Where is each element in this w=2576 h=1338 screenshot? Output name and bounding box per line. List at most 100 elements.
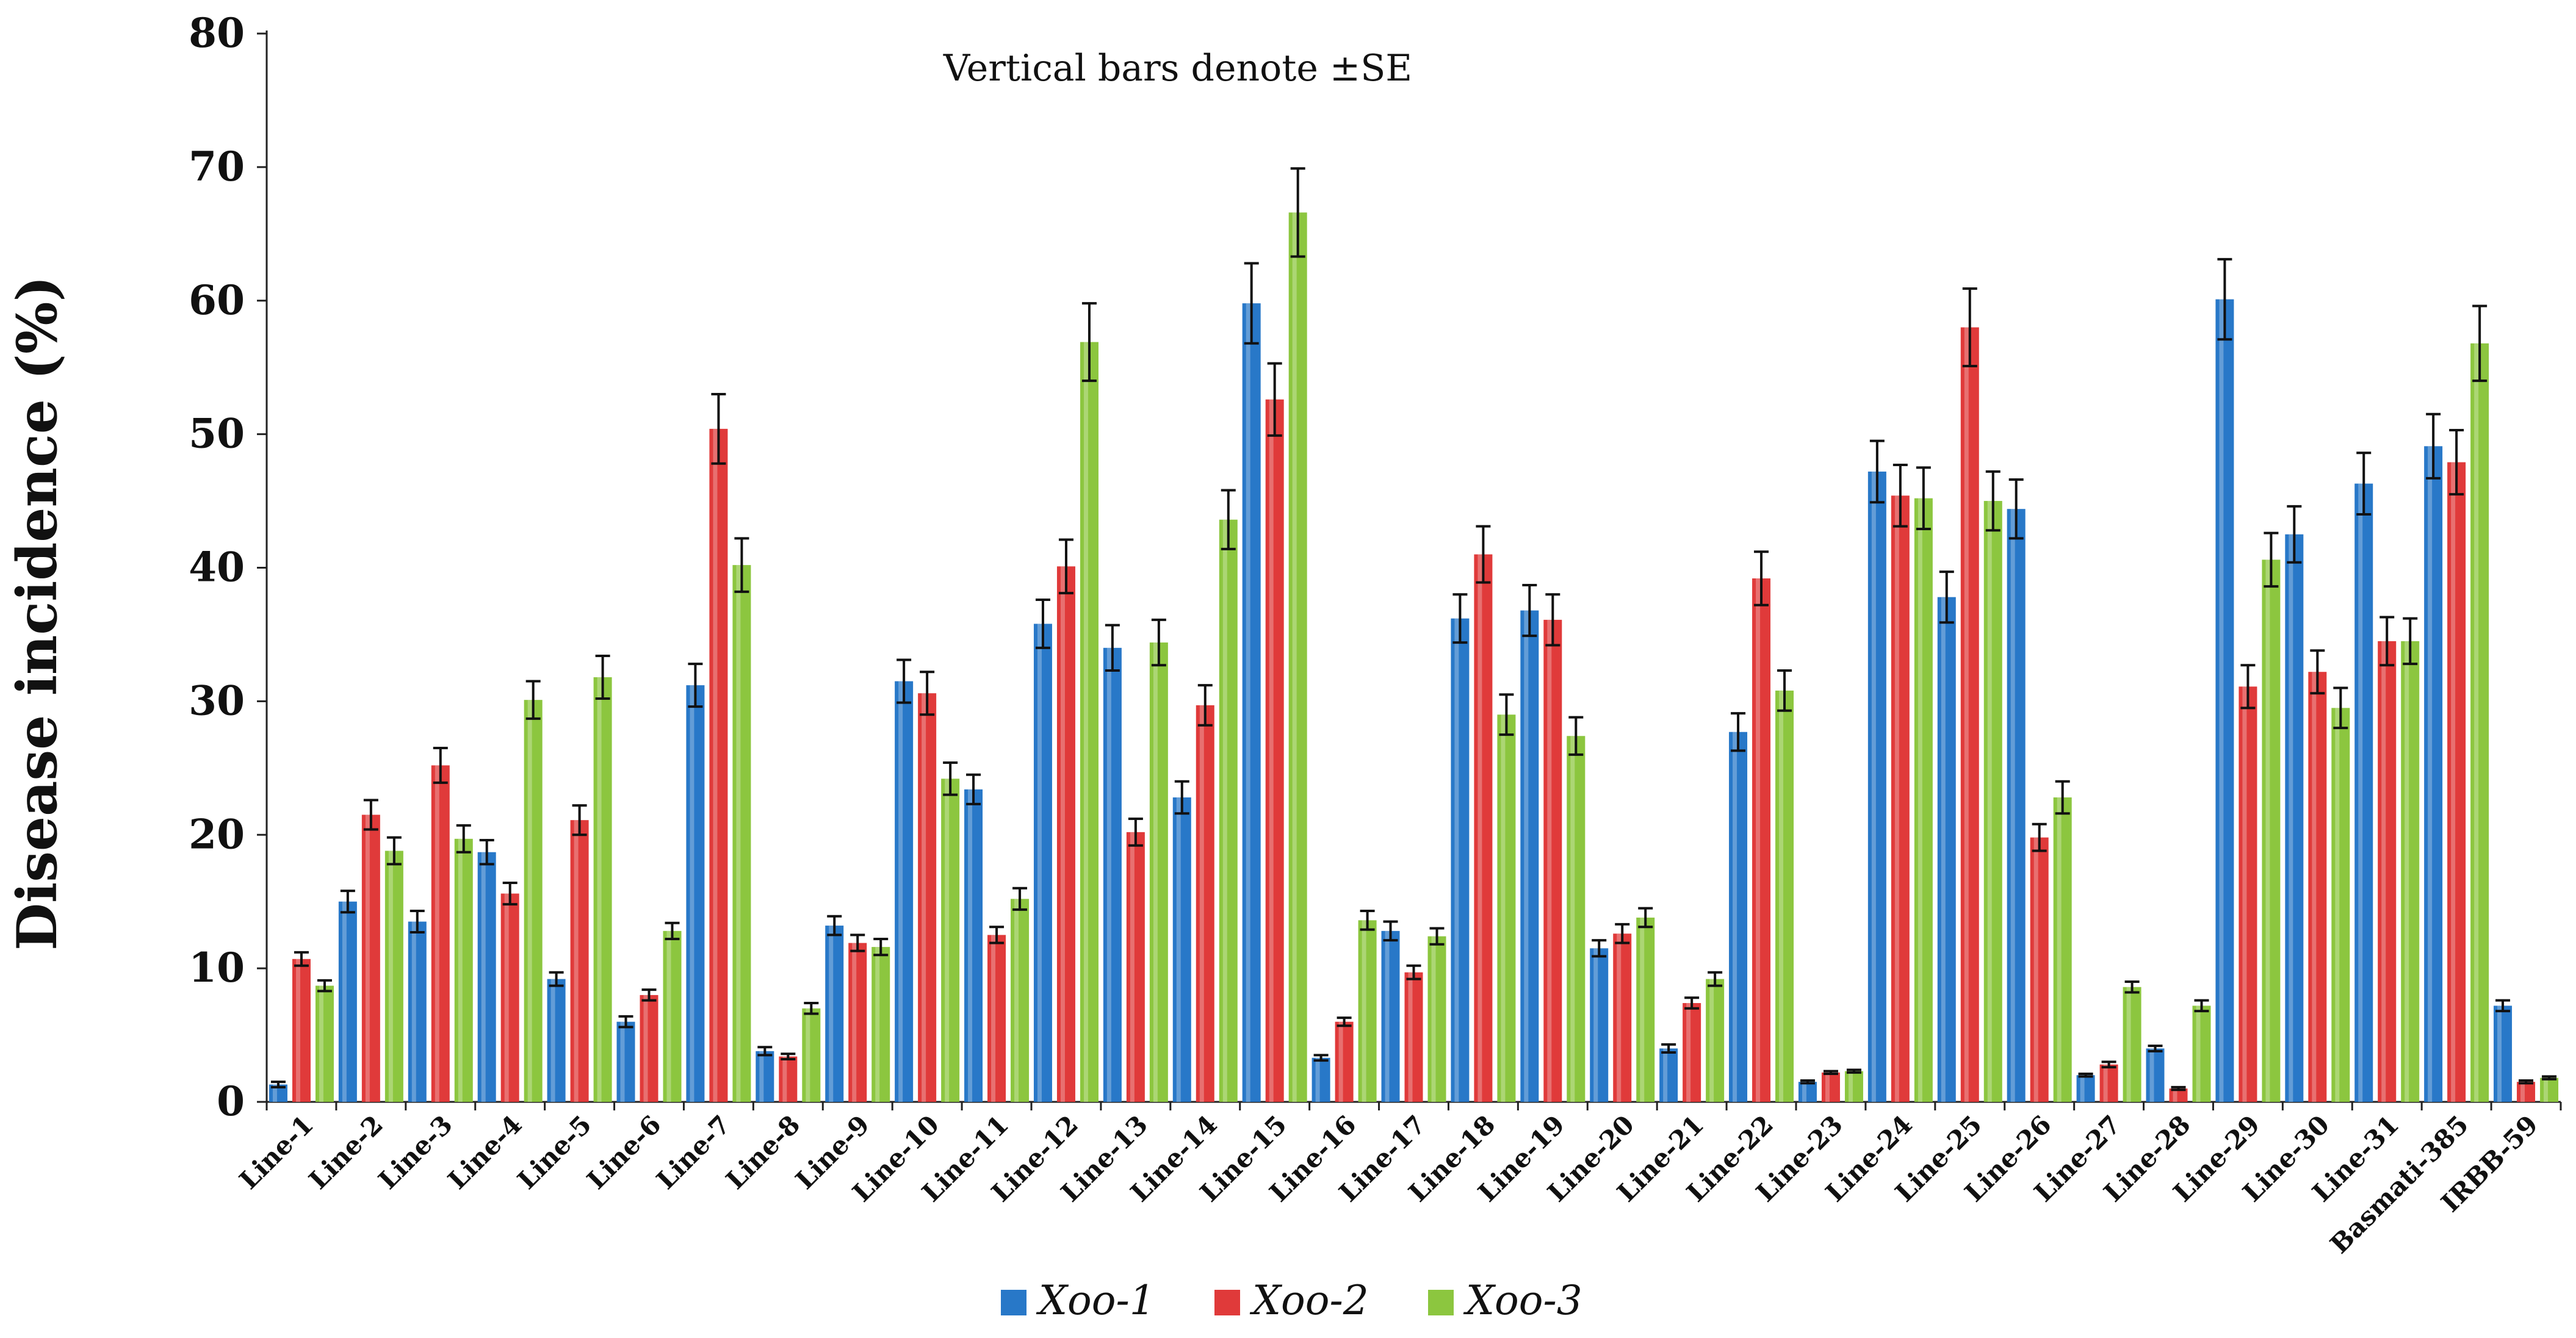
- bar-xoo-3-line-28: [2192, 1005, 2211, 1102]
- bar-xoo-2-line-26: [2030, 837, 2049, 1102]
- bar-xoo-2-line-20: [1613, 933, 1632, 1102]
- bar-xoo-2-line-9: [848, 943, 867, 1102]
- legend-swatch-xoo-2: [1214, 1290, 1240, 1315]
- bar-highlight: [1570, 736, 1575, 1102]
- bar-highlight: [713, 428, 718, 1102]
- bar-xoo-3-line-17: [1427, 936, 1446, 1102]
- bar-highlight: [1222, 519, 1227, 1102]
- legend-label-xoo-1: Xoo-1: [1036, 1277, 1155, 1324]
- bar-highlight: [365, 815, 370, 1102]
- bar-highlight: [574, 820, 579, 1102]
- bar-highlight: [1176, 797, 1181, 1102]
- bar-xoo-2-line-16: [1335, 1021, 1354, 1102]
- bar-highlight: [1454, 618, 1459, 1102]
- bar-highlight: [898, 681, 903, 1102]
- bar-xoo-3-line-21: [1706, 979, 1725, 1102]
- bar-xoo-2-line-25: [1960, 327, 1979, 1102]
- bar-xoo-2-line-1: [292, 959, 311, 1102]
- bar-xoo-1-line-23: [1798, 1082, 1817, 1102]
- bar-highlight: [643, 995, 648, 1102]
- bar-xoo-1-line-29: [2215, 299, 2234, 1102]
- bar-xoo-1-line-7: [686, 685, 705, 1102]
- bar-highlight: [620, 1021, 625, 1102]
- bar-xoo-2-line-5: [570, 820, 589, 1102]
- bar-xoo-1-line-25: [1937, 597, 1956, 1102]
- bar-xoo-1-line-14: [1172, 797, 1191, 1102]
- bar-highlight: [1362, 920, 1366, 1102]
- bar-highlight: [759, 1051, 764, 1102]
- legend: Xoo-1 Xoo-2 Xoo-3: [1001, 1277, 1582, 1324]
- bar-xoo-3-line-10: [941, 779, 960, 1102]
- bar-highlight: [1292, 212, 1297, 1102]
- bar-xoo-1-line-11: [964, 789, 983, 1102]
- bar-highlight: [1779, 690, 1784, 1102]
- bar-highlight: [1477, 554, 1482, 1102]
- bar-highlight: [2428, 446, 2433, 1102]
- bar-highlight: [1501, 714, 1506, 1102]
- y-tick-label: 40: [189, 544, 245, 591]
- bar-highlight: [597, 677, 602, 1102]
- bar-highlight: [481, 852, 486, 1102]
- bar-xoo-3-line-9: [871, 947, 890, 1102]
- bar-xoo-3-line-14: [1219, 519, 1238, 1102]
- bar-highlight: [829, 926, 834, 1102]
- bar-highlight: [2080, 1075, 2085, 1102]
- bar-highlight: [411, 921, 416, 1102]
- bar-xoo-3-line-4: [524, 700, 543, 1102]
- bar-xoo-2-line-24: [1891, 495, 1910, 1102]
- bar-xoo-1-line-27: [2076, 1075, 2095, 1102]
- bar-highlight: [2520, 1082, 2525, 1102]
- bar-xoo-1-line-16: [1311, 1057, 1330, 1102]
- bar-highlight: [875, 947, 880, 1102]
- bar-highlight: [272, 1084, 277, 1102]
- error-bars: [270, 167, 2557, 1092]
- bar-xoo-2-line-17: [1404, 972, 1423, 1102]
- x-tick-label: Line-4: [442, 1109, 527, 1195]
- bar-xoo-3-line-31: [2401, 641, 2420, 1102]
- bar-xoo-3-line-16: [1358, 920, 1377, 1102]
- bar-xoo-2-line-10: [918, 693, 937, 1102]
- bar-xoo-2-line-12: [1056, 566, 1075, 1102]
- bar-xoo-2-basmati-385: [2447, 462, 2466, 1102]
- y-tick-label: 50: [189, 410, 245, 458]
- bar-xoo-1-line-18: [1451, 618, 1470, 1102]
- bar-highlight: [1941, 597, 1946, 1102]
- bar-xoo-1-line-20: [1590, 948, 1609, 1102]
- bar-xoo-3-line-12: [1080, 342, 1099, 1102]
- x-tick-labels: Line-1Line-2Line-3Line-4Line-5Line-6Line…: [234, 1109, 2544, 1259]
- bar-highlight: [2312, 672, 2317, 1102]
- bar-highlight: [2103, 1064, 2108, 1102]
- bar-highlight: [295, 959, 300, 1102]
- bar-highlight: [1431, 936, 1436, 1102]
- bar-xoo-2-line-4: [500, 893, 519, 1102]
- bar-highlight: [2196, 1005, 2201, 1102]
- bar-xoo-3-line-5: [593, 677, 612, 1102]
- bar-xoo-1-line-8: [756, 1051, 774, 1102]
- bar-xoo-1-line-28: [2146, 1048, 2165, 1102]
- bar-xoo-2-line-30: [2308, 672, 2327, 1102]
- bar-xoo-1-line-2: [338, 901, 357, 1102]
- bar-xoo-1-basmati-385: [2424, 446, 2443, 1102]
- bar-highlight: [2126, 987, 2131, 1102]
- bar-highlight: [1083, 342, 1088, 1102]
- bar-xoo-3-line-1: [315, 985, 334, 1102]
- bar-highlight: [1918, 498, 1922, 1102]
- x-tick-label: Line-8: [720, 1109, 806, 1195]
- x-tick-label: Line-6: [581, 1109, 666, 1195]
- bar-highlight: [2010, 509, 2015, 1102]
- bar-xoo-3-line-2: [384, 851, 403, 1102]
- bar-highlight: [2289, 534, 2293, 1102]
- bar-xoo-2-line-2: [361, 815, 380, 1102]
- bar-xoo-2-line-31: [2378, 641, 2397, 1102]
- bar-highlight: [1315, 1057, 1320, 1102]
- bar-highlight: [1733, 732, 1737, 1102]
- bar-xoo-1-line-22: [1729, 732, 1748, 1102]
- bar-highlight: [1524, 610, 1529, 1102]
- bar-xoo-3-line-24: [1914, 498, 1933, 1102]
- bar-xoo-2-line-15: [1265, 399, 1284, 1102]
- bar-xoo-2-line-13: [1126, 832, 1145, 1102]
- bar-highlight: [1709, 979, 1714, 1102]
- bar-xoo-2-line-19: [1543, 619, 1562, 1102]
- bar-highlight: [666, 930, 671, 1102]
